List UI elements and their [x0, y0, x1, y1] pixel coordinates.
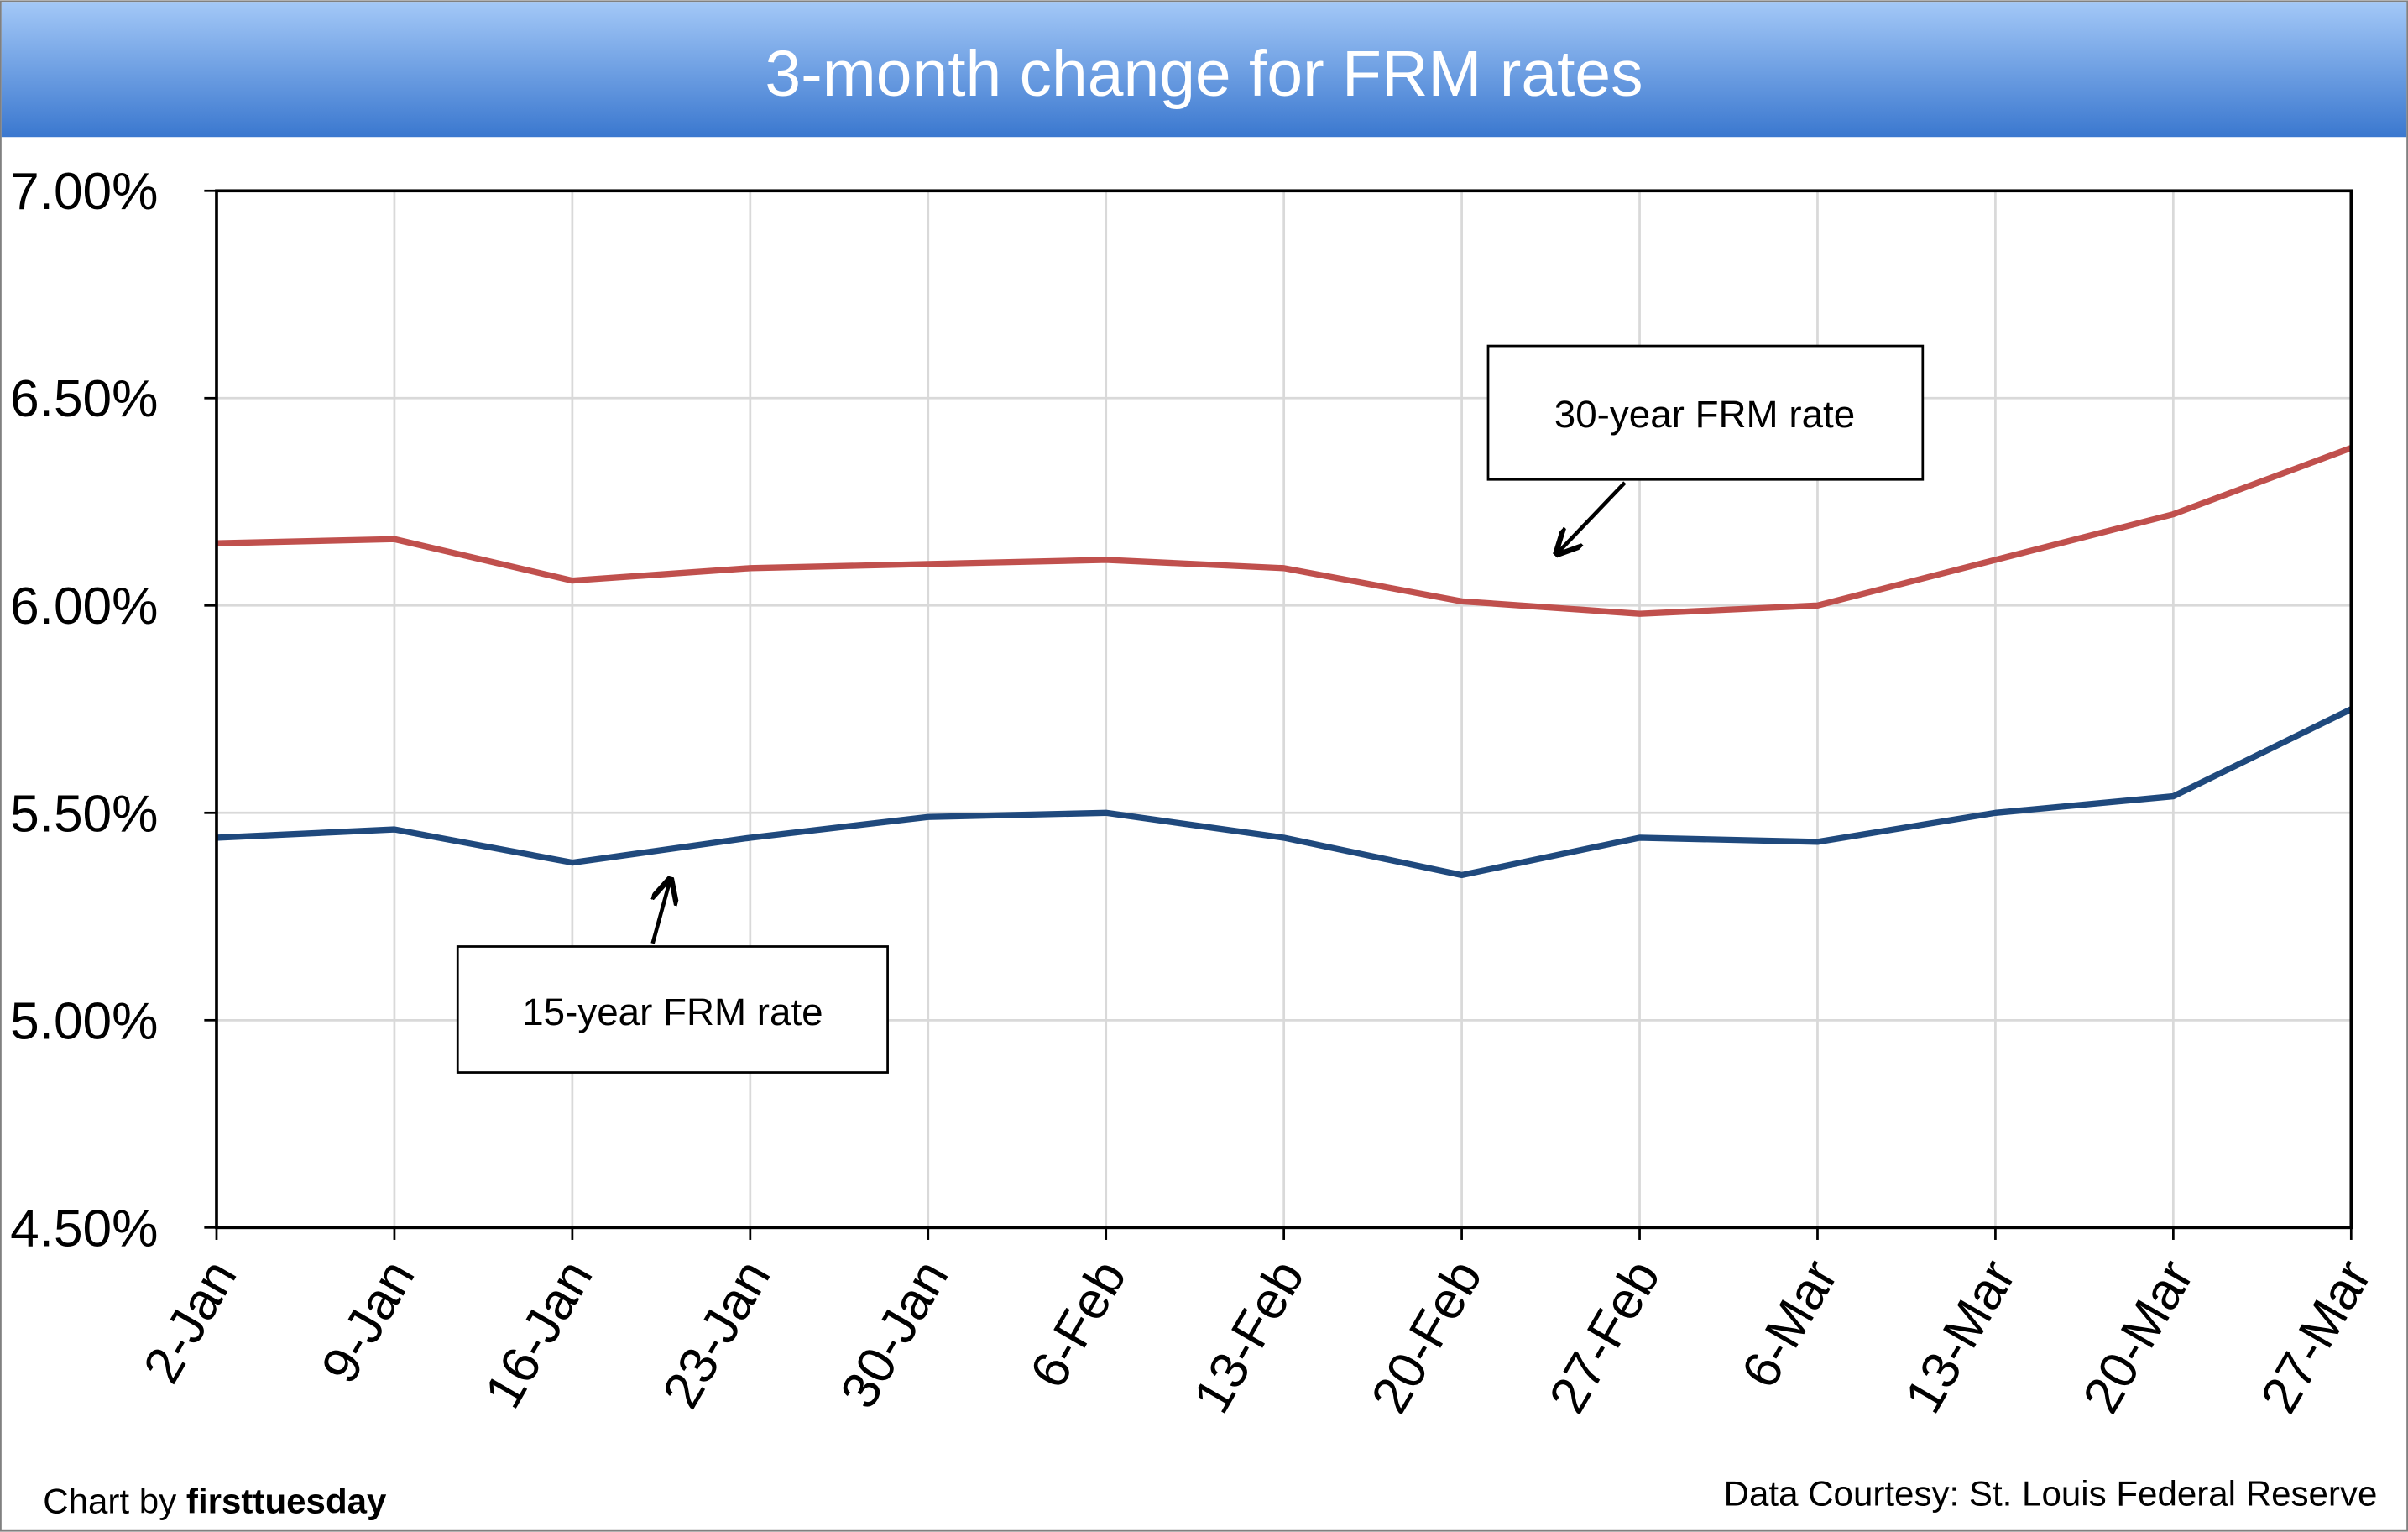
- y-tick-label: 5.00%: [10, 992, 158, 1050]
- annotation-15-year: 15-year FRM rate: [456, 882, 889, 1074]
- credit-brand: firsttuesday: [186, 1482, 387, 1521]
- data-source: Data Courtesy: St. Louis Federal Reserve: [1724, 1474, 2378, 1514]
- credit-prefix: Chart by: [43, 1482, 186, 1521]
- y-tick-label: 5.50%: [10, 785, 158, 843]
- y-tick-label: 4.50%: [10, 1200, 158, 1257]
- chart-title: 3-month change for FRM rates: [765, 38, 1643, 110]
- annotation-label-30: 30-year FRM rate: [1554, 393, 1855, 436]
- y-axis-ticks: 4.50% 5.00% 5.50% 6.00% 6.50% 7.00%: [10, 163, 217, 1257]
- title-bar: [1, 2, 2407, 138]
- series-lines: [216, 445, 2353, 879]
- y-tick-label: 6.00%: [10, 578, 158, 635]
- y-tick-label: 7.00%: [10, 163, 158, 221]
- annotation-arrow-15: [650, 882, 670, 944]
- y-tick-label: 6.50%: [10, 370, 158, 428]
- plot-area-border: [215, 189, 2353, 1230]
- chart-credit: Chart by firsttuesday: [43, 1482, 387, 1521]
- annotation-arrow-30: [1559, 481, 1627, 552]
- annotation-30-year: 30-year FRM rate: [1486, 344, 1925, 552]
- annotation-label-15: 15-year FRM rate: [522, 991, 823, 1033]
- annotation-box-30: [1486, 344, 1925, 481]
- annotation-box-15: [456, 945, 889, 1074]
